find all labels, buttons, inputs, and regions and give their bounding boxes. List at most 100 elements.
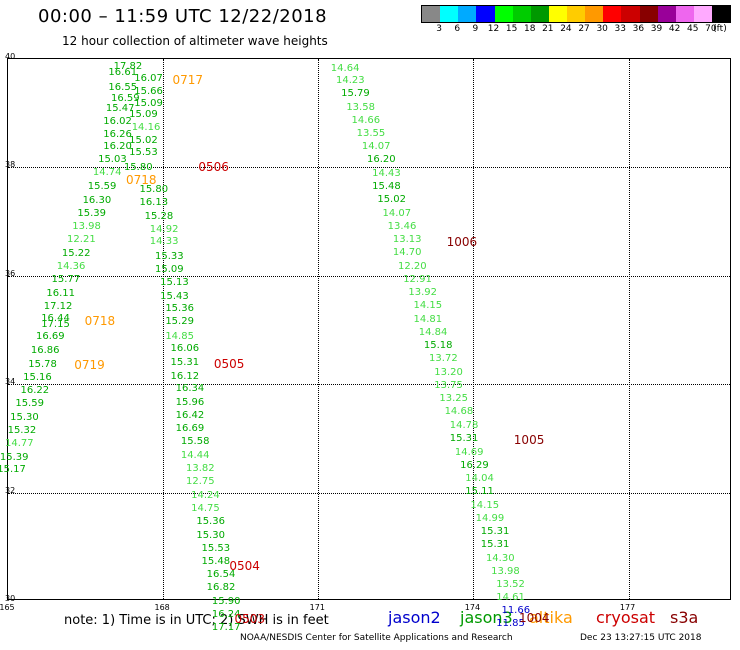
wave-height-label: 13.75 [434, 379, 463, 391]
y-tick-label: 40 [5, 52, 16, 61]
wave-height-label: 16.69 [175, 423, 205, 435]
wave-height-label: 15.53 [201, 543, 231, 555]
x-tick-label: 171 [309, 603, 325, 612]
color-swatch [657, 6, 676, 22]
wave-height-label: 15.78 [28, 358, 57, 370]
color-swatch [530, 6, 549, 22]
grid-line-vertical [163, 59, 165, 599]
wave-height-label: 13.20 [434, 366, 463, 378]
pass-time-label: 0506 [198, 160, 229, 175]
wave-height-label: 12.91 [403, 273, 432, 285]
y-tick-label: 38 [5, 160, 16, 170]
wave-height-label: 15.09 [129, 109, 158, 121]
wave-height-label: 15.66 [134, 85, 163, 97]
color-swatch [712, 6, 731, 22]
wave-height-label: 16.61 [108, 67, 138, 79]
color-scale-label: 42 [668, 24, 681, 34]
wave-height-label: 16.20 [103, 141, 132, 153]
wave-height-label: 14.64 [330, 62, 360, 74]
wave-height-label: 11.85 [496, 618, 525, 630]
wave-height-label: 14.15 [470, 499, 500, 511]
wave-height-label: 15.18 [423, 340, 453, 352]
wave-height-label: 15.09 [154, 264, 184, 276]
pass-time-label: 0504 [229, 559, 260, 574]
color-swatch [675, 6, 694, 22]
wave-height-label: 16.24 [211, 608, 241, 620]
wave-height-label: 14.61 [496, 592, 525, 604]
color-scale-label: 30 [596, 24, 608, 34]
wave-height-label: 16.13 [139, 197, 169, 209]
wave-height-label: 16.86 [30, 344, 60, 356]
color-scale-label: 24 [560, 24, 572, 34]
color-scale-label: 3 [436, 24, 442, 34]
wave-height-label: 15.39 [0, 451, 29, 463]
color-scale-label: 36 [632, 24, 645, 34]
wave-height-label: 13.92 [408, 287, 437, 299]
wave-height-label: 13.98 [491, 565, 520, 577]
pass-time-label: 0505 [213, 357, 245, 372]
wave-height-label: 15.11 [465, 486, 494, 498]
wave-height-label: 15.53 [129, 147, 158, 159]
wave-height-label: 12.75 [186, 476, 215, 488]
pass-time-label: 1005 [513, 433, 545, 448]
wave-height-label: 13.13 [392, 234, 422, 246]
color-scale-label: 45 [687, 24, 699, 34]
wave-height-label: 16.29 [460, 459, 489, 471]
y-tick-label: 32 [5, 485, 16, 495]
grid-line-vertical [473, 59, 475, 599]
chart-subtitle: 12 hour collection of altimeter wave hei… [62, 34, 328, 48]
pass-time-label: 1006 [446, 235, 478, 250]
color-swatch [440, 6, 459, 22]
wave-height-label: 15.16 [23, 371, 52, 383]
wave-height-label: 13.72 [429, 353, 458, 365]
wave-height-label: 16.12 [170, 370, 200, 382]
wave-height-label: 15.31 [480, 526, 510, 538]
pass-time-label: 1004 [518, 611, 550, 626]
wave-height-label: 14.74 [92, 167, 122, 179]
color-swatch [458, 6, 477, 22]
wave-height-label: 16.26 [103, 128, 132, 140]
y-tick-label: 30 [5, 594, 16, 603]
wave-height-label: 16.07 [134, 73, 163, 85]
wave-height-label: 16.06 [170, 343, 200, 355]
wave-height-label: 15.90 [211, 595, 241, 607]
wave-height-label: 16.34 [175, 383, 205, 395]
pass-time-label: 0719 [74, 358, 105, 373]
wave-height-label: 15.96 [175, 396, 205, 408]
wave-height-label: 15.31 [449, 433, 479, 445]
wave-height-label: 15.29 [165, 316, 194, 328]
color-swatch [639, 6, 658, 22]
color-swatch [621, 6, 640, 22]
pass-time-label: 0503 [234, 611, 266, 626]
wave-height-label: 14.33 [149, 236, 179, 248]
color-swatch [512, 6, 531, 22]
wave-height-label: 15.59 [15, 398, 44, 410]
generated-timestamp: Dec 23 13:27:15 UTC 2018 [580, 633, 702, 643]
wave-height-label: 15.30 [196, 529, 225, 541]
wave-height-label: 14.43 [372, 167, 401, 179]
wave-height-label: 15.39 [77, 208, 107, 220]
wave-height-label: 15.32 [7, 424, 37, 436]
wave-height-label: 14.85 [165, 330, 194, 342]
y-tick-label: 34 [5, 377, 16, 387]
color-scale-label: 9 [472, 24, 479, 34]
grid-line-vertical [318, 59, 320, 599]
wave-height-label: 11.66 [501, 605, 531, 617]
wave-height-label: 14.78 [449, 420, 479, 432]
plot-area [7, 58, 731, 600]
x-tick-label: 168 [154, 603, 170, 612]
wave-height-label: 14.68 [444, 406, 474, 418]
wave-height-label: 14.44 [180, 449, 210, 461]
wave-height-label: 14.99 [475, 512, 505, 524]
color-scale-label: 33 [614, 24, 627, 34]
x-tick-label: 177 [619, 603, 636, 612]
color-scale-label: (ft) [713, 24, 727, 34]
wave-height-label: 16.54 [206, 569, 236, 581]
wave-height-label: 14.07 [382, 207, 412, 219]
wave-height-label: 12.21 [67, 234, 96, 246]
wave-height-label: 15.59 [87, 180, 117, 192]
wave-height-label: 15.31 [480, 539, 510, 551]
color-scale-bar [421, 5, 731, 23]
color-swatch [494, 6, 513, 22]
wave-height-label: 17.82 [113, 61, 143, 73]
